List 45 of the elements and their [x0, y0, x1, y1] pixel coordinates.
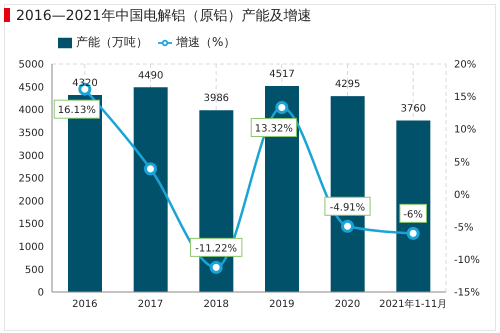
data-label: 4490 [138, 70, 164, 82]
bar [134, 87, 168, 292]
y-tick-label: 4500 [18, 82, 44, 94]
y-tick-label: 2500 [18, 174, 44, 185]
y-tick-label: 2000 [18, 196, 44, 208]
data-label: -6% [403, 209, 423, 220]
chart-title: 2016—2021年中国电解铝（原铝）产能及增速 [16, 7, 312, 25]
x-tick-label: 2021年1-11月 [379, 298, 448, 310]
y2-tick-label: -15% [454, 288, 480, 299]
y-tick-label: 5000 [18, 60, 44, 71]
data-label: 3760 [400, 104, 426, 115]
y-tick-label: 1000 [18, 242, 44, 253]
y2-tick-label: -10% [454, 254, 480, 266]
data-label: -11.22% [195, 243, 238, 254]
point [341, 220, 354, 233]
data-label: 4295 [334, 79, 360, 90]
x-tick-label: 2019 [269, 299, 295, 310]
point [275, 101, 288, 114]
y-tick-label: 1500 [18, 219, 44, 230]
data-label: 13.32% [254, 124, 293, 135]
x-tick-label: 2017 [138, 299, 164, 310]
x-tick-label: 2018 [203, 299, 229, 310]
data-label: 4320 [72, 78, 98, 90]
point [406, 226, 420, 240]
point [210, 260, 223, 274]
y-tick-label: 4000 [18, 105, 44, 116]
y2-tick-label: 10% [454, 124, 476, 136]
data-label: 4517 [269, 69, 295, 80]
x-tick-label: 2016 [72, 299, 98, 310]
y2-tick-label: -5% [454, 222, 474, 234]
y-tick-label: 500 [24, 264, 44, 276]
data-label: 16.13% [58, 105, 96, 116]
data-label: -4.91% [330, 202, 366, 214]
legend-label: 产能（万吨） [76, 35, 148, 49]
y-tick-label: 3000 [18, 150, 44, 162]
legend-label: 增速（%） [176, 35, 236, 49]
point [144, 162, 157, 176]
y2-tick-label: 0% [454, 190, 470, 201]
x-tick-label: 2020 [334, 299, 360, 310]
y2-tick-label: 15% [454, 92, 476, 104]
y2-tick-label: 5% [454, 157, 470, 168]
data-label: 3986 [204, 93, 230, 104]
y2-tick-label: 20% [454, 60, 476, 71]
y-tick-label: 3500 [18, 128, 44, 139]
y-tick-label: 0 [38, 288, 44, 299]
